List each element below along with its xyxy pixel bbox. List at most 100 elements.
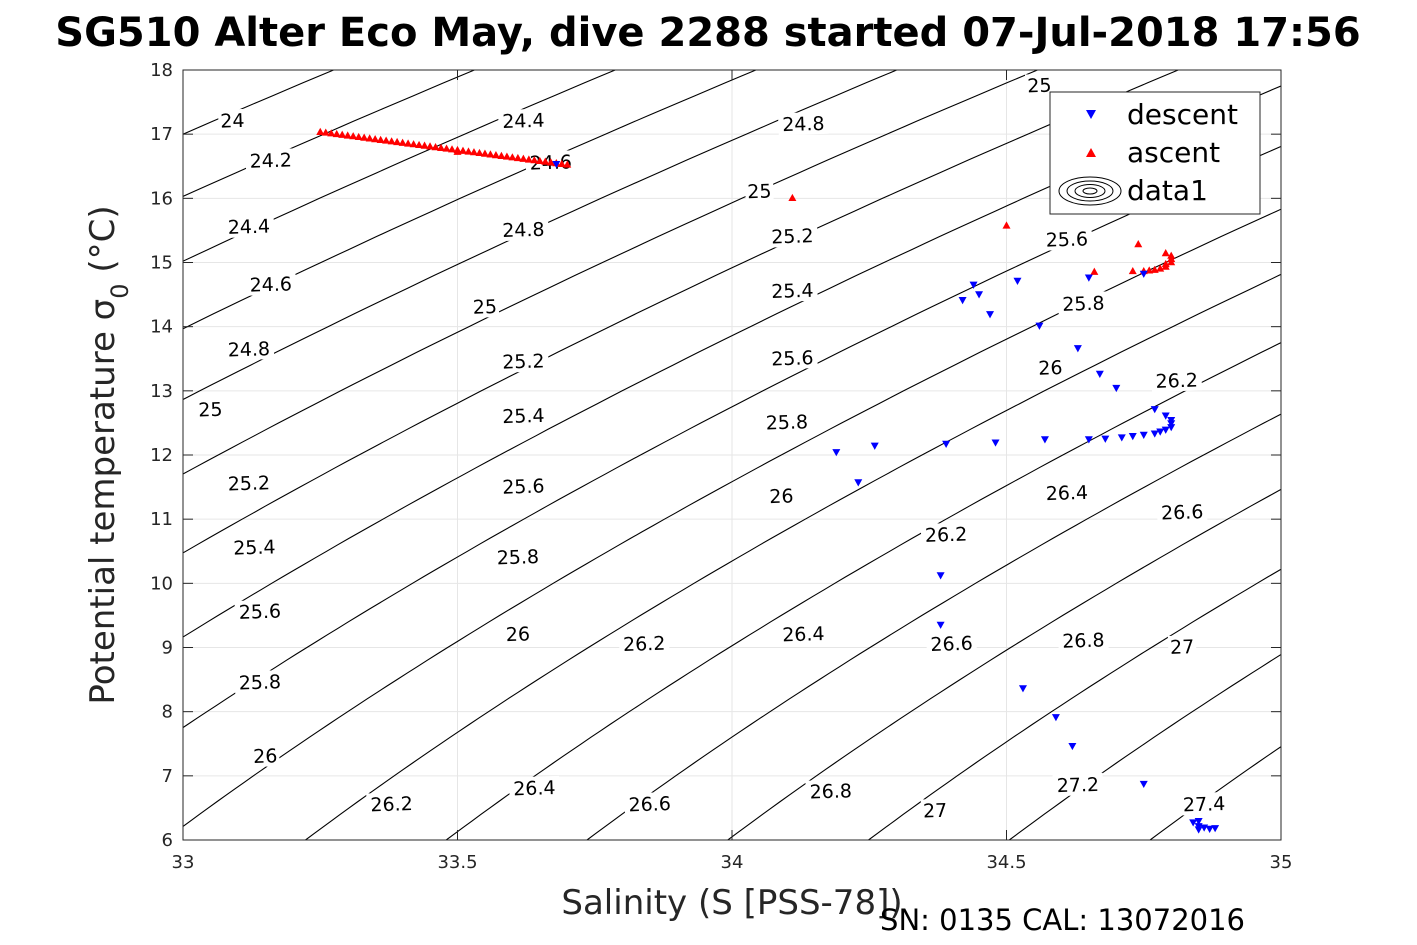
y-tick-label: 15 xyxy=(150,253,173,274)
descent-marker xyxy=(1167,424,1176,432)
contour-label-text: 25.8 xyxy=(1062,293,1105,316)
contour-label-text: 25 xyxy=(472,296,497,319)
contour-label: 27 xyxy=(1167,635,1197,659)
contour-label-bg xyxy=(1025,73,1054,97)
contour-label-text: 27 xyxy=(1170,636,1195,659)
density-contour-line xyxy=(183,70,617,262)
contour-label-text: 26.4 xyxy=(513,777,556,800)
contour-label: 24.4 xyxy=(223,214,275,239)
descent-marker xyxy=(1068,742,1077,751)
contour-label: 25.2 xyxy=(498,349,549,374)
descent-marker xyxy=(1095,370,1104,379)
descent-marker xyxy=(1167,417,1176,425)
legend-ascent-label: ascent xyxy=(1127,136,1220,169)
contour-label-bg xyxy=(1041,227,1093,251)
descent-marker xyxy=(1051,714,1060,722)
descent-marker xyxy=(958,297,967,305)
contour-label: 25.8 xyxy=(1058,291,1109,316)
contour-label-text: 25.2 xyxy=(227,472,270,495)
contour-label-bg xyxy=(470,294,500,318)
contour-label: 25.8 xyxy=(234,670,286,694)
ascent-marker xyxy=(1090,267,1099,275)
contour-label-bg xyxy=(223,337,275,361)
y-tick-label: 13 xyxy=(150,381,173,402)
ascent-marker xyxy=(788,193,797,202)
descent-marker xyxy=(1139,270,1148,278)
contour-label: 26.4 xyxy=(1041,480,1093,505)
descent-marker xyxy=(975,291,984,299)
y-tick-label: 7 xyxy=(162,766,173,787)
ascent-marker xyxy=(338,130,347,138)
descent-series xyxy=(552,160,1220,834)
descent-marker xyxy=(1128,433,1137,441)
contour-label: 25 xyxy=(1025,73,1054,97)
contour-label: 25.4 xyxy=(229,535,280,560)
legend: descent ascent data1 xyxy=(1049,91,1261,215)
contour-label-text: 27.2 xyxy=(1056,774,1099,797)
legend-descent-label: descent xyxy=(1127,98,1238,131)
legend-ascent-marker-icon xyxy=(1086,148,1096,157)
contour-label-text: 26.2 xyxy=(925,524,968,547)
contour-label-bg xyxy=(767,224,818,248)
contour-label-text: 24.4 xyxy=(502,110,545,133)
ascent-marker xyxy=(519,154,528,162)
ascent-marker xyxy=(524,155,533,163)
contour-label-bg xyxy=(509,775,560,800)
ascent-marker xyxy=(497,151,506,159)
contour-label-bg xyxy=(229,535,280,559)
descent-marker xyxy=(1101,435,1110,443)
contour-label-text: 25.6 xyxy=(502,475,545,498)
contour-label-bg xyxy=(245,148,297,172)
density-contour-line xyxy=(183,70,899,401)
contour-label-text: 26 xyxy=(769,485,794,508)
y-tick-label: 17 xyxy=(150,124,173,145)
descent-marker xyxy=(1150,430,1159,438)
ascent-marker xyxy=(541,157,550,165)
contour-label-text: 25.4 xyxy=(771,280,814,303)
ascent-marker xyxy=(393,137,402,146)
contour-label-bg xyxy=(920,522,972,546)
contour-label: 25.6 xyxy=(234,599,286,624)
contour-label-text: 25.6 xyxy=(238,601,281,624)
contour-label: 25.2 xyxy=(767,224,818,248)
contour-label-bg xyxy=(618,631,670,656)
descent-marker xyxy=(1040,436,1049,444)
y-axis-label: Potential temperature σ0 (°C) xyxy=(83,205,134,704)
contour-label-bg xyxy=(366,791,417,816)
legend-box xyxy=(1049,91,1261,215)
contour-label-text: 24.6 xyxy=(249,273,292,296)
contour-label: 25 xyxy=(745,179,774,203)
ascent-marker xyxy=(398,138,407,146)
ascent-marker xyxy=(563,160,572,168)
contour-label-text: 27 xyxy=(923,800,948,823)
ascent-marker xyxy=(546,158,555,166)
ascent-marker xyxy=(448,145,457,153)
contour-label-bg xyxy=(767,278,818,303)
y-tick-label: 14 xyxy=(150,317,173,338)
grid-lines xyxy=(182,69,1282,841)
descent-marker xyxy=(1018,685,1027,693)
descent-marker xyxy=(1112,384,1121,393)
contour-label: 26.8 xyxy=(805,779,857,804)
calibration-footer: SN: 0135 CAL: 13072016 xyxy=(880,903,1245,937)
contour-label: 25.6 xyxy=(767,346,818,370)
y-tick-label: 16 xyxy=(150,188,173,209)
descent-marker xyxy=(1156,428,1165,436)
ascent-marker xyxy=(475,148,484,157)
descent-marker xyxy=(1139,780,1148,789)
descent-marker xyxy=(936,572,945,580)
contour-label: 27 xyxy=(920,798,950,823)
density-contour-line xyxy=(726,488,1281,840)
contour-label-bg xyxy=(1151,368,1203,392)
contour-label-text: 26.6 xyxy=(930,633,973,656)
ascent-marker xyxy=(486,150,495,158)
ascent-marker xyxy=(404,139,413,147)
ascent-marker xyxy=(442,144,451,152)
contour-label: 24.8 xyxy=(223,337,275,361)
contour-label: 26.2 xyxy=(366,791,417,816)
y-tick-label: 6 xyxy=(162,830,173,851)
x-tick-label: 35 xyxy=(1270,852,1293,873)
contour-label: 27.2 xyxy=(1052,772,1104,797)
contour-label-text: 25.8 xyxy=(496,546,539,569)
